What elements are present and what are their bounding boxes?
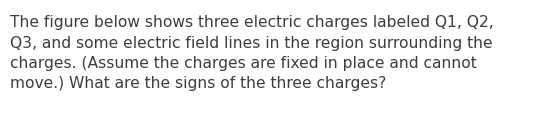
Text: The figure below shows three electric charges labeled Q1, Q2,
Q3, and some elect: The figure below shows three electric ch… (10, 15, 494, 91)
